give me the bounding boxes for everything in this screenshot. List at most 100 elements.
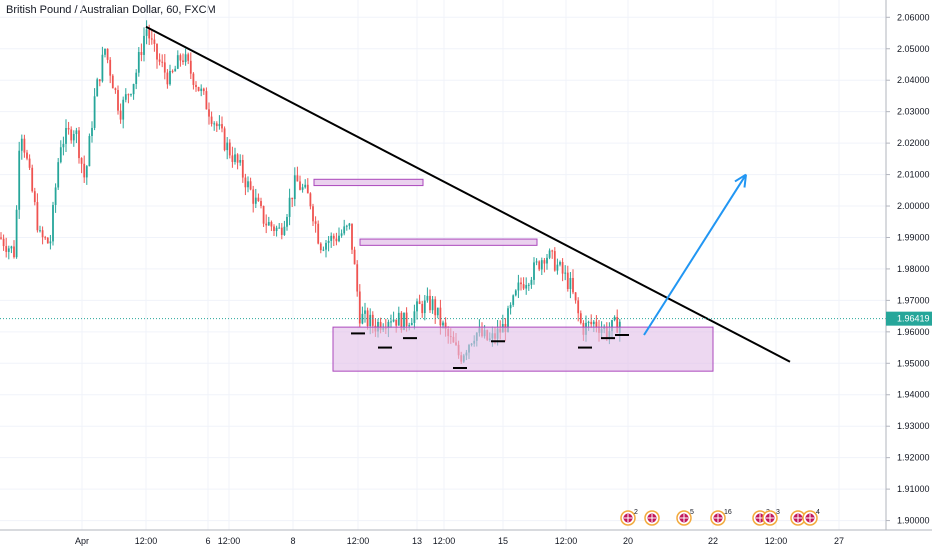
y-tick-label: 2.01000 <box>897 170 930 180</box>
candle-body <box>423 300 426 314</box>
candle-body <box>65 127 67 144</box>
x-tick-label: 12:00 <box>765 536 788 546</box>
x-tick-label: 12:00 <box>347 536 370 546</box>
candle-body <box>174 68 177 72</box>
candle-body <box>127 94 130 96</box>
candle-body <box>166 72 169 85</box>
candle-body <box>5 246 8 252</box>
candle-body <box>509 304 512 309</box>
candle-body <box>613 316 616 321</box>
candle-body <box>241 160 244 178</box>
candle-body <box>257 197 260 202</box>
candle-body <box>291 197 294 200</box>
candle-body <box>239 160 242 163</box>
candle-body <box>54 187 57 205</box>
candle-body <box>124 94 127 100</box>
candle-body <box>252 189 255 204</box>
candle-body <box>514 290 517 296</box>
candle-body <box>299 181 301 190</box>
resistance-box <box>313 178 424 187</box>
time-axis[interactable]: Apr 12:00 6 12:00 8 12:00 13 12:00 15 12:00 20 22 12… <box>0 529 932 546</box>
candle-body <box>189 60 192 74</box>
candle-body <box>548 250 551 258</box>
candle-body <box>218 124 221 127</box>
candle-body <box>111 75 114 89</box>
candle-body <box>150 38 153 40</box>
candle-body <box>371 314 374 326</box>
y-tick-label: 2.02000 <box>897 138 930 148</box>
candle-body <box>171 70 174 72</box>
candle-body <box>439 307 442 326</box>
y-tick-label: 1.92000 <box>897 453 930 463</box>
candle-body <box>327 240 330 243</box>
candle-body <box>10 246 13 249</box>
candle-body <box>400 312 403 330</box>
price-axis[interactable]: 2.06000 2.05000 2.04000 2.03000 2.02000 2.010… <box>885 0 932 530</box>
candle-body <box>83 163 86 178</box>
chart-title: British Pound / Australian Dollar, 60, F… <box>6 4 216 16</box>
x-tick-label: 8 <box>290 536 295 546</box>
candle-body <box>366 310 369 327</box>
candle-body <box>408 325 411 327</box>
candle-body <box>332 235 335 239</box>
candle-body <box>553 251 556 271</box>
candle-body <box>119 110 122 120</box>
candle-body <box>75 130 78 135</box>
candle-body <box>535 261 538 263</box>
candle-body <box>273 226 275 232</box>
x-tick-label: 13 <box>412 536 422 546</box>
candle-body <box>106 48 109 60</box>
event-count: 5 <box>690 509 694 516</box>
candle-body <box>353 249 356 265</box>
x-tick-label: 22 <box>708 536 718 546</box>
candle-body <box>52 204 54 242</box>
drawing-annotations[interactable] <box>145 25 791 372</box>
candle-body <box>421 303 424 314</box>
candle-body <box>296 175 299 182</box>
candle-body <box>278 227 281 229</box>
candle-body <box>351 223 353 250</box>
event-count: 2 <box>634 509 638 516</box>
candle-body <box>88 136 91 167</box>
candle-body <box>361 313 364 324</box>
candle-body <box>208 109 210 117</box>
candle-body <box>247 181 249 188</box>
candle-body <box>244 177 247 188</box>
candle-body <box>392 319 395 322</box>
candle-body <box>426 295 429 301</box>
candle-body <box>390 321 392 323</box>
candle-body <box>387 321 390 329</box>
candle-body <box>538 261 541 270</box>
candle-body <box>192 73 195 85</box>
candle-body <box>46 237 49 244</box>
candle-body <box>130 94 132 96</box>
candle-body <box>546 257 548 264</box>
candle-body <box>28 158 31 168</box>
candle-body <box>444 322 447 330</box>
candle-body <box>236 154 239 163</box>
x-tick-label: 12:00 <box>218 536 241 546</box>
candle-body <box>49 241 52 244</box>
economic-events[interactable]: 2516334 <box>620 509 820 526</box>
candle-body <box>569 278 572 290</box>
candle-body <box>36 202 39 231</box>
candle-body <box>358 291 361 324</box>
candle-body <box>301 187 304 190</box>
candle-body <box>15 209 18 258</box>
candle-body <box>72 134 75 141</box>
candle-body <box>153 39 156 44</box>
candle-body <box>379 321 382 330</box>
candle-body <box>223 128 226 151</box>
candle-body <box>434 299 437 316</box>
candle-body <box>59 147 62 163</box>
candle-body <box>117 90 119 111</box>
candle-body <box>507 308 509 333</box>
support-zone <box>332 326 714 372</box>
candle-body <box>197 87 200 91</box>
candle-body <box>525 285 528 289</box>
candle-body <box>403 312 405 330</box>
candle-body <box>416 301 418 312</box>
candle-body <box>195 84 197 88</box>
candle-body <box>176 55 179 69</box>
